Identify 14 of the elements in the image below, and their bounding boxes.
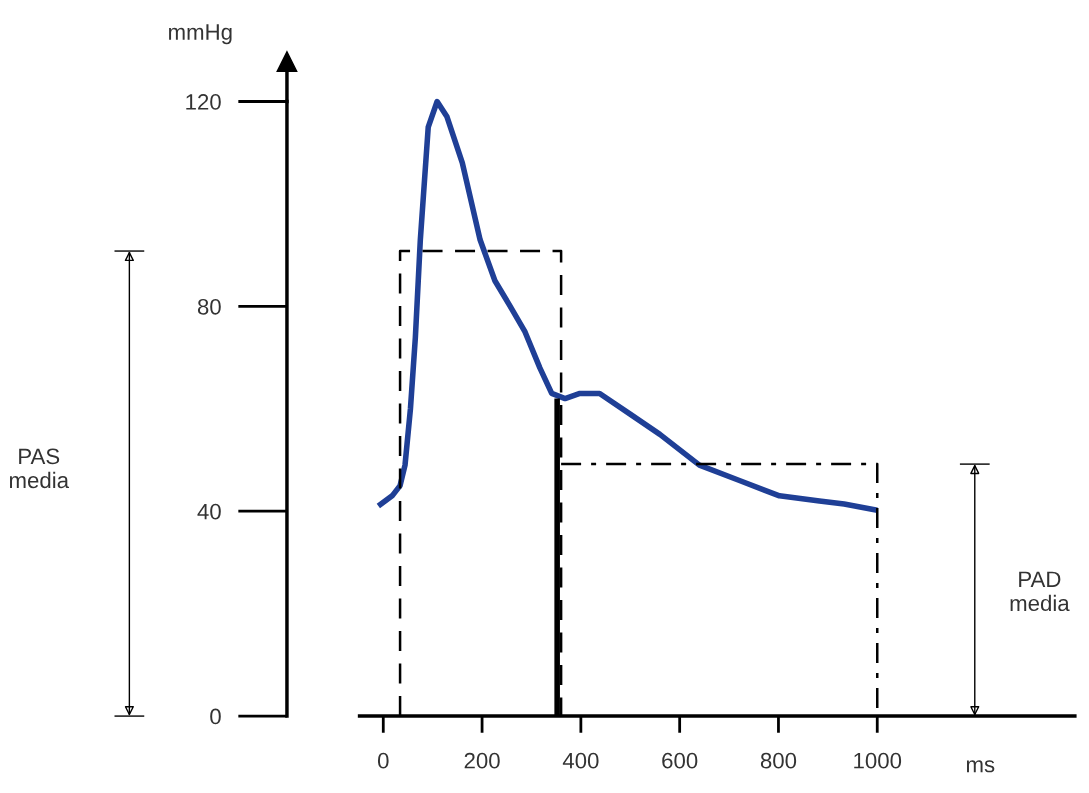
y-tick-label: 0 xyxy=(210,708,221,725)
x-axis-title: ms xyxy=(966,760,995,773)
y-tick-label: 40 xyxy=(197,503,221,520)
x-tick-label: 600 xyxy=(662,752,698,769)
x-tick-label: 0 xyxy=(377,752,389,769)
y-tick-label: 120 xyxy=(186,94,221,110)
text: PAS media xyxy=(9,448,70,489)
text: mmHg xyxy=(169,24,232,45)
y-tick-label: 80 xyxy=(197,298,221,315)
x-tick-label: 400 xyxy=(562,752,599,769)
x-tick-label: 200 xyxy=(464,752,500,769)
x-tick-label: 800 xyxy=(760,752,797,769)
annotation: PAD media xyxy=(1010,571,1070,612)
x-tick-label: 1000 xyxy=(854,752,902,769)
